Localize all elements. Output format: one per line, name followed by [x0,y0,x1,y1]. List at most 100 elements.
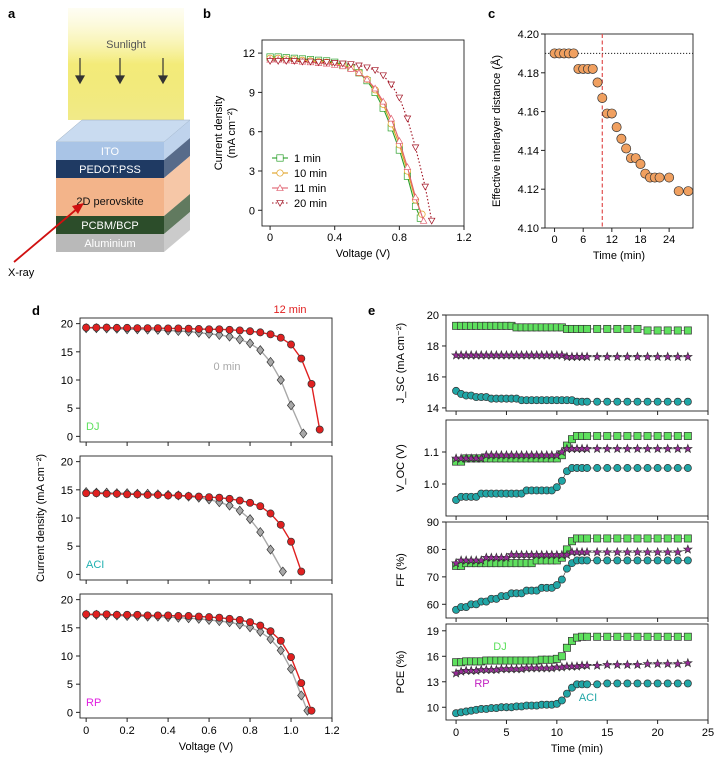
data-point [613,432,622,440]
data-point [266,58,274,65]
data-point [643,679,652,688]
data-point [602,659,613,670]
data-point [287,653,295,662]
data-point [653,632,662,641]
data-point [593,534,602,543]
data-point [298,58,307,66]
data-point [112,323,121,332]
data-point [643,326,652,335]
legend-marker [276,184,284,191]
data-point [593,397,602,406]
data-point [276,374,285,386]
legend-label: 11 min [294,183,326,195]
data-point [663,464,672,472]
y-axis-label-1: V_OC (V) [395,444,407,492]
series-line [86,614,309,711]
data-point [673,326,682,335]
data-point [557,652,566,661]
data-point [633,432,642,440]
data-point [299,428,308,439]
data-point [633,324,642,333]
data-point [583,680,592,689]
x-tick-label: 18 [634,234,646,246]
data-point [653,534,662,543]
data-point [682,657,693,668]
y-tick-label: 20 [61,595,73,607]
y-tick-label: 6 [249,127,255,139]
y-tick-label: 5 [67,541,73,553]
data-point [643,432,652,440]
series-line-3 [270,60,433,221]
data-point [143,490,152,499]
data-point [102,610,111,619]
y-tick-label: 10 [61,375,73,387]
y-tick-label: 20 [61,319,73,331]
y-tick-label: 0 [67,707,73,719]
data-point [623,556,632,565]
data-point [653,397,662,406]
data-point [633,679,642,688]
data-point [672,351,683,362]
data-point [653,679,662,688]
data-point [307,379,316,388]
data-point [256,621,265,630]
data-point [683,464,692,472]
x-tick-label: 0 [551,234,557,246]
data-point [613,324,622,333]
data-point [215,325,224,334]
y-tick-label: 70 [427,572,439,584]
data-point [633,556,642,565]
data-point [557,575,566,584]
data-point [235,334,244,345]
y-tick-label: 1.1 [424,447,439,459]
data-point [411,144,420,152]
data-point [322,59,331,67]
data-point [612,546,623,557]
y-axis-label: Effective interlayer distance (Å) [490,55,503,207]
data-point [683,534,692,543]
data-point [184,492,193,500]
y-tick-label: 5 [67,403,73,415]
data-point [266,544,275,555]
layer-front-1 [56,160,164,178]
x-tick-label: 1.2 [324,725,339,737]
data-point [663,534,672,543]
data-point [123,490,132,499]
data-point [297,354,306,363]
y-tick-label: 0 [67,569,73,581]
data-point [622,443,633,454]
data-point [133,610,142,619]
data-point [164,324,173,333]
data-point [653,326,662,335]
y-tick-label: 10 [427,702,439,714]
annotation-12-min: 12 min [273,304,306,316]
data-point [562,643,571,652]
panel-label-d: d [32,303,40,318]
data-point [347,64,355,72]
data-point [654,172,665,183]
data-point [632,443,643,454]
x-tick-label: 0.2 [119,725,134,737]
data-point [592,660,603,670]
data-point [683,556,692,565]
data-point [643,534,652,543]
data-point [663,556,672,565]
x-axis-label: Time (min) [551,743,603,755]
data-point [133,324,142,333]
data-point [123,323,132,332]
data-point [256,502,265,511]
x-tick-label: 25 [702,727,714,739]
legend-marker [276,200,284,207]
data-point [276,645,285,656]
y-tick-label: 19 [427,626,439,638]
data-point [297,567,306,576]
data-point [562,564,571,573]
data-point [225,614,234,623]
y-tick-label: 1.0 [424,479,439,491]
data-point [642,658,653,669]
data-point [235,496,244,505]
y-tick-label: 9 [249,87,255,99]
series-line [86,327,304,434]
x-axis-label: Voltage (V) [179,741,233,753]
data-point [276,333,285,342]
